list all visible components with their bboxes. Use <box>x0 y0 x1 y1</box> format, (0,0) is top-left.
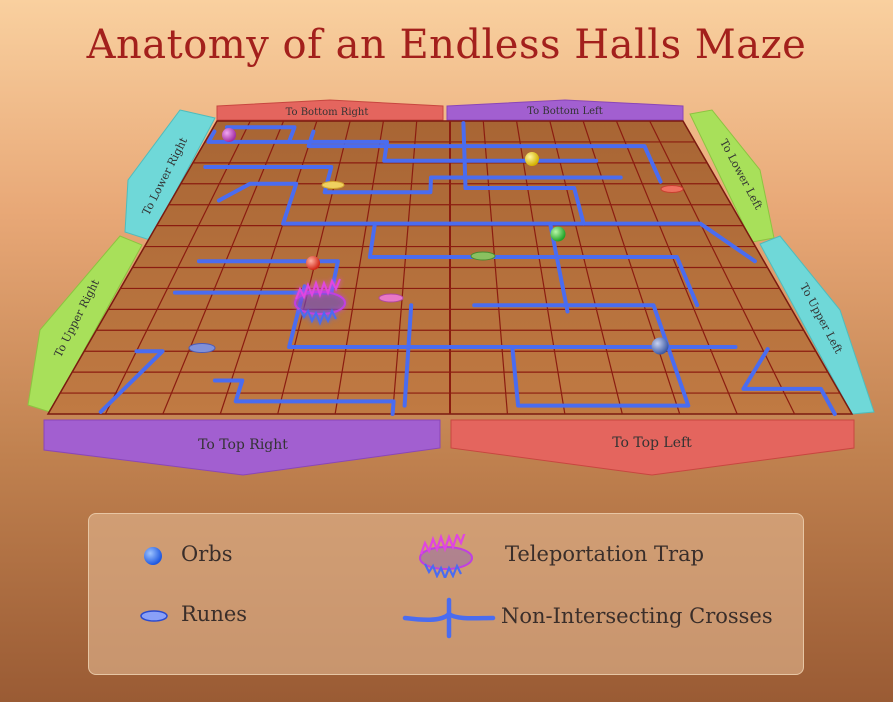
orb-icon <box>144 547 162 565</box>
legend-trap-label: Teleportation Trap <box>505 542 705 566</box>
edge-bottom-left-label: To Top Right <box>198 437 288 453</box>
grid-column-line <box>104 120 251 415</box>
maze-path <box>287 284 738 349</box>
rune-icon <box>140 610 168 622</box>
maze-path <box>367 221 700 308</box>
grid-column-line <box>549 120 623 415</box>
orb-red <box>306 256 320 270</box>
orb-purple <box>222 128 236 142</box>
teleportation-trap-board <box>294 278 346 326</box>
maze-path <box>306 129 663 184</box>
rune-yellow <box>321 181 345 189</box>
maze-path <box>461 121 586 226</box>
rune-blue <box>188 343 216 353</box>
grid-column-line <box>219 120 318 415</box>
maze-path <box>224 125 297 144</box>
orb-yellow <box>525 152 539 166</box>
legend-panel: Orbs Runes Teleportation Trap Non-Inters… <box>88 513 804 675</box>
grid-column-line <box>515 120 566 415</box>
maze-path <box>472 303 691 408</box>
page-title: Anatomy of an Endless Halls Maze <box>86 22 807 68</box>
maze-path <box>98 349 165 414</box>
edge-bottom-right-banner: To Top Left <box>450 419 855 476</box>
maze-path <box>216 181 757 264</box>
grid-column-line <box>391 120 418 415</box>
legend-crosses-label: Non-Intersecting Crosses <box>501 604 773 628</box>
grid-column-line <box>649 120 796 415</box>
rune-pink <box>378 293 404 303</box>
edge-top-right-label: To Bottom Left <box>527 106 602 117</box>
grid-column-line <box>482 120 509 415</box>
maze-path <box>212 378 396 416</box>
edge-top-left-label: To Bottom Right <box>286 107 369 118</box>
legend-runes-label: Runes <box>181 602 248 626</box>
maze-path <box>203 165 623 195</box>
rune-red <box>660 185 684 193</box>
edge-bottom-left-banner: To Top Right <box>43 419 441 476</box>
maze-path <box>172 259 340 295</box>
edge-top-left-banner: To Bottom Right <box>216 99 444 121</box>
non-intersecting-cross-icon <box>402 597 496 639</box>
grid-column-line <box>582 120 681 415</box>
maze-paths <box>98 121 837 416</box>
orb-green <box>550 226 566 242</box>
orb-blue <box>651 337 669 355</box>
teleportation-trap-icon <box>419 534 473 578</box>
grid-column-line <box>334 120 385 415</box>
grid-column-line <box>162 120 285 415</box>
maze-path <box>741 347 837 416</box>
edge-top-right-banner: To Bottom Left <box>446 99 684 121</box>
maze-path <box>402 303 414 408</box>
legend-orbs-label: Orbs <box>181 542 233 566</box>
grid-column-line <box>615 120 738 415</box>
maze-path <box>206 129 599 163</box>
rune-green <box>470 251 496 261</box>
edge-bottom-right-label: To Top Left <box>612 435 692 451</box>
